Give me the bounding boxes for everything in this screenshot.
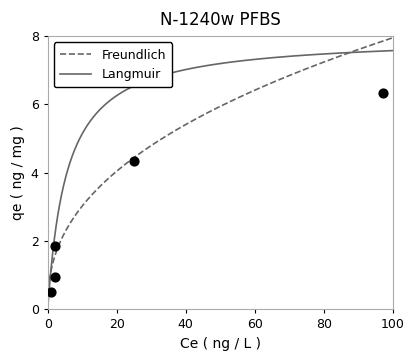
Langmuir (45, 307, 50, 311)
Langmuir (282, 55, 287, 59)
Langmuir (80, 130, 85, 135)
Freundlich (314, 63, 319, 67)
Langmuir (314, 52, 319, 56)
Point (52, 243, 59, 249)
Langmuir (185, 67, 190, 71)
Point (48, 289, 54, 295)
Langmuir (321, 52, 326, 56)
Freundlich (391, 35, 396, 40)
Langmuir (197, 65, 202, 69)
Title: N-1240w PFBS: N-1240w PFBS (160, 11, 281, 29)
X-axis label: Ce ( ng / L ): Ce ( ng / L ) (180, 337, 261, 351)
Legend: Freundlich, Langmuir: Freundlich, Langmuir (54, 42, 172, 87)
Y-axis label: qe ( ng / mg ): qe ( ng / mg ) (11, 125, 25, 220)
Freundlich (321, 60, 326, 64)
Point (131, 158, 137, 164)
Freundlich (197, 115, 202, 119)
Line: Freundlich: Freundlich (48, 38, 393, 307)
Freundlich (45, 305, 50, 309)
Freundlich (282, 75, 287, 80)
Line: Langmuir: Langmuir (48, 51, 393, 309)
Point (51, 274, 58, 280)
Freundlich (80, 203, 85, 207)
Langmuir (391, 49, 396, 53)
Freundlich (185, 122, 190, 126)
Point (379, 90, 386, 96)
